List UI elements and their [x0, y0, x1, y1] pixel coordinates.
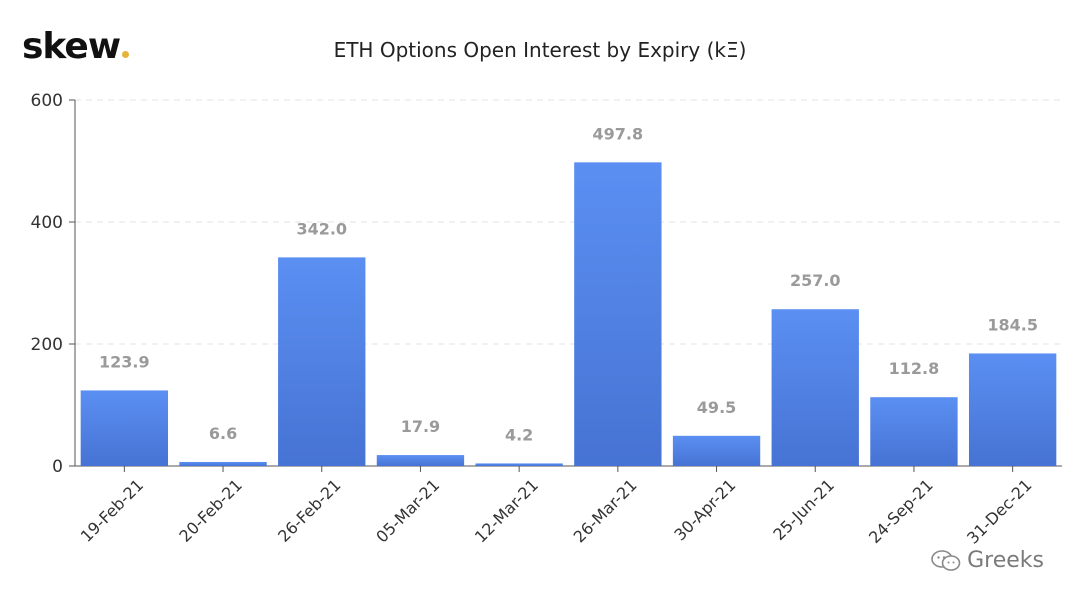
gridlines [75, 99, 1062, 345]
value-label: 6.6 [209, 424, 237, 443]
value-labels: 123.9 6.6 342.0 17.9 4.2 497.8 49.5 257.0 112.8 1… [99, 124, 1038, 444]
bar-24-sep-21 [870, 397, 958, 466]
value-label: 497.8 [593, 124, 644, 143]
y-tick-label: 0 [52, 457, 63, 477]
bar-20-feb-21 [179, 461, 267, 466]
bar-25-jun-21 [771, 309, 859, 466]
x-tick-label: 25-Jun-21 [769, 475, 838, 544]
value-label: 123.9 [99, 352, 150, 371]
bar-31-dec-21 [968, 353, 1057, 466]
bars [80, 162, 1057, 467]
bar-05-mar-21 [376, 455, 465, 466]
x-tick-label: 30-Apr-21 [670, 475, 739, 544]
y-tick-label: 400 [31, 213, 63, 233]
bar-30-apr-21 [672, 435, 761, 466]
brand-name: skew [22, 26, 121, 67]
value-label: 112.8 [889, 359, 940, 378]
x-tick-label: 05-Mar-21 [372, 475, 443, 546]
y-tick-label: 600 [31, 91, 63, 111]
value-label: 49.5 [697, 398, 736, 417]
x-tick-label: 20-Feb-21 [175, 475, 245, 545]
value-label: 257.0 [790, 271, 841, 290]
bar-26-feb-21 [278, 257, 366, 466]
chart-title: ETH Options Open Interest by Expiry (kΞ) [333, 38, 747, 62]
watermark-text: Greeks [967, 548, 1044, 573]
skew-logo: skew [22, 26, 130, 67]
watermark: Greeks [931, 548, 1044, 573]
x-tick-label: 24-Sep-21 [865, 475, 937, 547]
x-tick-label: 12-Mar-21 [471, 475, 542, 546]
value-label: 17.9 [401, 417, 440, 436]
bar-26-mar-21 [574, 162, 662, 467]
y-tick-label: 200 [31, 335, 63, 355]
brand-dot-icon [122, 51, 130, 58]
x-tick-label: 26-Feb-21 [274, 475, 344, 545]
value-label: 4.2 [505, 425, 533, 444]
x-tick-label: 26-Mar-21 [570, 475, 641, 546]
x-tick-label: 19-Feb-21 [77, 475, 147, 545]
wechat-bubbles-icon [931, 549, 961, 572]
value-label: 342.0 [296, 219, 347, 238]
x-axis-ticks: 19-Feb-21 20-Feb-21 26-Feb-21 05-Mar-21 12-M… [77, 466, 1035, 548]
bar-12-mar-21 [475, 463, 563, 466]
x-tick-label: 31-Dec-21 [963, 475, 1035, 547]
bar-19-feb-21 [80, 390, 169, 466]
value-label: 184.5 [987, 315, 1038, 334]
